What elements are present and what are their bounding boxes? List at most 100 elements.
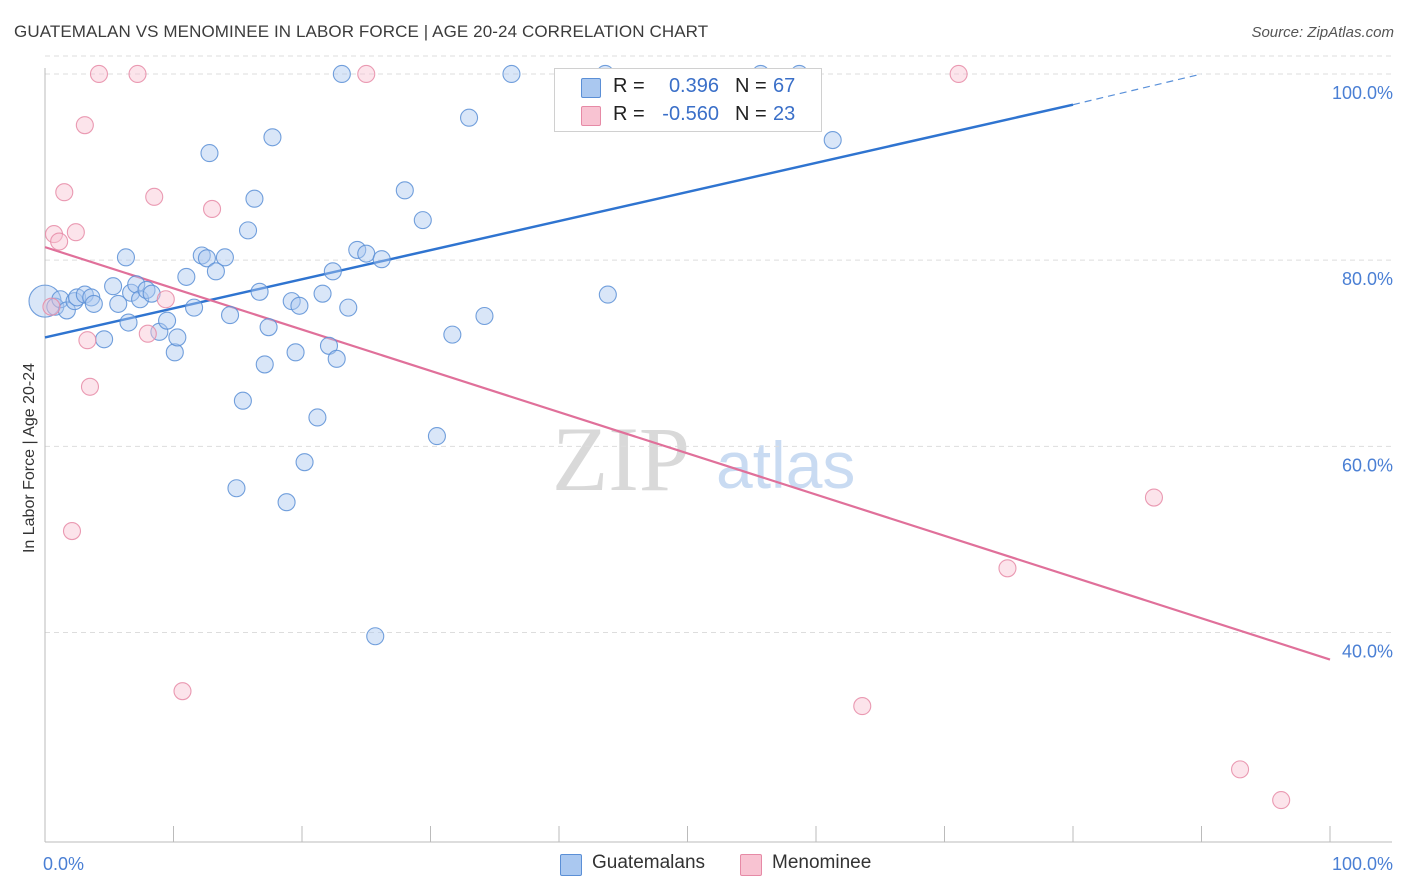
guatemalans-point — [206, 262, 225, 281]
guatemalans-trend-line — [44, 103, 1074, 339]
guatemalans-point — [339, 298, 358, 317]
guatemalans-point — [185, 298, 204, 317]
guatemalans-point — [142, 284, 161, 303]
n-label: N = — [735, 75, 767, 97]
guatemalans-point — [366, 627, 385, 646]
y-tick-label: 60.0% — [1342, 455, 1393, 475]
guatemalans-point — [215, 248, 234, 267]
guatemalans-point — [200, 144, 219, 163]
guatemalans-point — [277, 493, 296, 512]
menominee-point — [357, 64, 376, 84]
guatemalans-point — [348, 240, 367, 259]
guatemalans-point — [823, 131, 842, 150]
menominee-point — [145, 187, 164, 206]
guatemalans-point — [131, 290, 150, 309]
guatemalans-swatch — [581, 78, 601, 98]
guatemalans-point — [413, 211, 432, 230]
trend-lines — [44, 73, 1331, 661]
guatemalans-point — [443, 325, 462, 344]
data-points — [28, 64, 1291, 810]
chart-title: GUATEMALAN VS MENOMINEE IN LABOR FORCE |… — [14, 22, 709, 41]
menominee-point — [80, 377, 100, 396]
menominee-point — [998, 559, 1017, 578]
guatemalans-point — [357, 244, 376, 263]
guatemalans-point — [168, 328, 187, 347]
guatemalans-point — [165, 343, 184, 362]
r-value: -0.560 — [662, 103, 719, 125]
menominee-point — [1144, 488, 1164, 507]
guatemalans-point — [192, 246, 211, 265]
x-tick-label: 100.0% — [1332, 854, 1393, 874]
menominee-point — [173, 682, 192, 701]
guatemalans-point — [372, 250, 391, 269]
legend-row-guatemalans: R = 0.396 N = 67 — [555, 73, 821, 101]
guatemalans-point — [158, 311, 177, 330]
guatemalans-trend-extension — [1072, 73, 1202, 106]
n-value: 23 — [773, 103, 796, 125]
guatemalans-point — [286, 343, 305, 362]
correlation-legend: R = 0.396 N = 67 R = -0.560 N = 23 — [554, 68, 822, 132]
grid-lines — [45, 55, 1392, 634]
menominee-point — [62, 522, 82, 541]
legend-row-menominee: R = -0.560 N = 23 — [555, 101, 821, 129]
menominee-point — [89, 64, 109, 84]
menominee-swatch — [581, 106, 601, 126]
menominee-trend-line — [44, 246, 1331, 661]
menominee-point — [1272, 791, 1291, 810]
y-tick-label: 80.0% — [1342, 269, 1393, 289]
tick-labels: 40.0% 60.0% 80.0% 100.0% 0.0% 100.0% — [43, 83, 1393, 874]
guatemalans-point — [332, 64, 351, 84]
guatemalans-point — [263, 128, 282, 147]
y-tick-label: 40.0% — [1342, 642, 1393, 662]
r-label: R = — [613, 103, 645, 125]
guatemalans-point — [245, 189, 264, 208]
menominee-legend-label: Menominee — [772, 852, 872, 873]
menominee-point — [203, 199, 222, 219]
watermark-zip: ZIP — [552, 408, 690, 510]
menominee-point — [66, 223, 85, 242]
guatemalans-point — [127, 275, 146, 294]
menominee-legend-swatch — [740, 854, 762, 876]
guatemalans-point — [57, 301, 76, 320]
menominee-point — [156, 290, 175, 309]
guatemalans-point — [395, 181, 414, 200]
menominee-point — [1231, 760, 1250, 779]
guatemalans-point — [109, 294, 128, 313]
guatemalans-point — [459, 108, 479, 127]
menominee-point — [949, 64, 968, 84]
r-value: 0.396 — [668, 75, 719, 97]
guatemalans-point — [84, 294, 103, 313]
guatemalans-point — [220, 306, 240, 325]
guatemalans-point — [295, 453, 314, 472]
menominee-point — [853, 697, 872, 716]
menominee-point — [138, 324, 157, 343]
r-label: R = — [613, 75, 645, 97]
guatemalans-point — [238, 221, 258, 240]
guatemalans-point — [475, 306, 494, 326]
axes — [44, 68, 1392, 843]
guatemalans-point — [290, 296, 309, 315]
source-label: Source: ZipAtlas.com — [1251, 24, 1394, 41]
guatemalans-point — [119, 313, 138, 332]
guatemalans-point — [104, 277, 123, 296]
guatemalans-point — [227, 479, 246, 498]
guatemalans-legend-swatch — [560, 854, 582, 876]
menominee-point — [55, 183, 74, 202]
watermark-atlas: atlas — [716, 428, 855, 502]
guatemalans-point — [255, 355, 274, 374]
menominee-point — [42, 297, 61, 316]
menominee-point — [75, 116, 94, 135]
guatemalans-point — [250, 282, 269, 301]
guatemalans-point — [233, 391, 252, 410]
guatemalans-point — [259, 318, 278, 337]
menominee-point — [128, 64, 147, 84]
guatemalans-point — [116, 248, 136, 267]
menominee-point — [78, 331, 97, 350]
guatemalans-point — [502, 64, 521, 84]
guatemalans-point — [313, 284, 332, 303]
guatemalans-point — [197, 249, 216, 268]
x-tick-label: 0.0% — [43, 854, 84, 874]
y-tick-label: 100.0% — [1332, 83, 1393, 103]
guatemalans-point — [598, 285, 617, 304]
